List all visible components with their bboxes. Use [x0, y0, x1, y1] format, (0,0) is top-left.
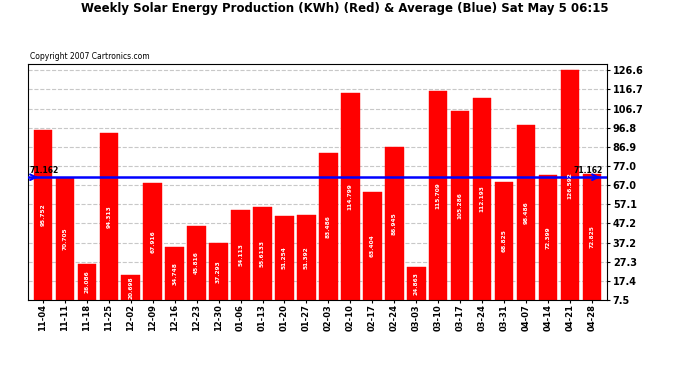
Bar: [166, 248, 184, 300]
Bar: [560, 70, 579, 300]
Bar: [297, 215, 316, 300]
Text: 34.748: 34.748: [172, 262, 177, 285]
Text: 51.254: 51.254: [282, 246, 287, 269]
Bar: [77, 264, 96, 300]
Bar: [363, 192, 382, 300]
Bar: [495, 182, 513, 300]
Bar: [582, 174, 601, 300]
Text: 71.162: 71.162: [30, 166, 59, 175]
Bar: [539, 175, 558, 300]
Text: 86.945: 86.945: [392, 212, 397, 235]
Bar: [34, 130, 52, 300]
Text: 105.286: 105.286: [457, 192, 462, 219]
Text: 51.392: 51.392: [304, 246, 309, 269]
Text: 63.404: 63.404: [370, 235, 375, 258]
Text: 72.399: 72.399: [545, 226, 551, 249]
Text: 45.816: 45.816: [194, 252, 199, 274]
Text: Weekly Solar Energy Production (KWh) (Red) & Average (Blue) Sat May 5 06:15: Weekly Solar Energy Production (KWh) (Re…: [81, 2, 609, 15]
Bar: [517, 124, 535, 300]
Text: 71.162: 71.162: [573, 166, 603, 175]
Bar: [187, 226, 206, 300]
Bar: [319, 153, 337, 300]
Bar: [385, 147, 404, 300]
Text: 98.486: 98.486: [524, 201, 529, 223]
Text: 95.752: 95.752: [41, 204, 46, 226]
Bar: [121, 274, 140, 300]
Text: 26.086: 26.086: [84, 271, 90, 294]
Text: 37.293: 37.293: [216, 260, 221, 283]
Bar: [253, 207, 272, 300]
Bar: [275, 216, 294, 300]
Text: 55.6133: 55.6133: [260, 240, 265, 267]
Text: 114.799: 114.799: [348, 183, 353, 210]
Text: 54.113: 54.113: [238, 244, 243, 267]
Text: 83.486: 83.486: [326, 215, 331, 238]
Text: 67.916: 67.916: [150, 230, 155, 253]
Bar: [144, 183, 162, 300]
Bar: [99, 133, 118, 300]
Bar: [473, 98, 491, 300]
Text: 115.709: 115.709: [435, 182, 441, 209]
Text: 70.705: 70.705: [62, 228, 68, 251]
Text: 94.313: 94.313: [106, 205, 111, 228]
Text: 126.592: 126.592: [567, 172, 573, 199]
Bar: [56, 178, 75, 300]
Text: 112.193: 112.193: [480, 186, 484, 213]
Bar: [451, 111, 469, 300]
Bar: [209, 243, 228, 300]
Bar: [231, 210, 250, 300]
Text: 20.698: 20.698: [128, 276, 133, 298]
Bar: [407, 267, 426, 300]
Text: 68.825: 68.825: [502, 230, 506, 252]
Bar: [428, 91, 448, 300]
Text: Copyright 2007 Cartronics.com: Copyright 2007 Cartronics.com: [30, 53, 150, 62]
Text: 24.863: 24.863: [414, 272, 419, 295]
Bar: [341, 93, 359, 300]
Text: 72.825: 72.825: [589, 226, 594, 249]
